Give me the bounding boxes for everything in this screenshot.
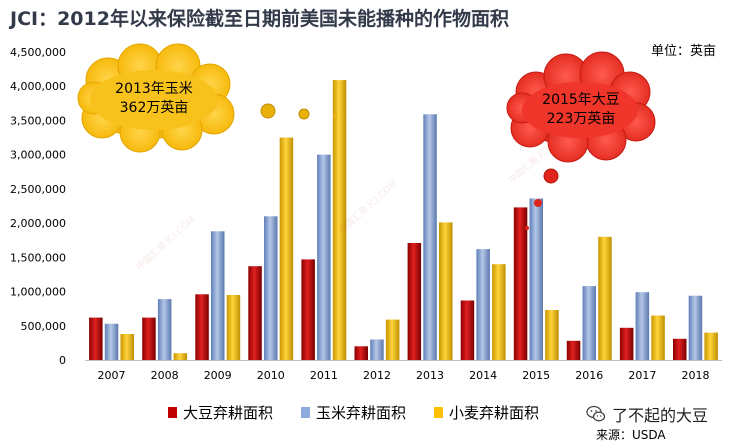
x-tick-label: 2014	[469, 369, 497, 382]
legend-swatch	[168, 407, 177, 418]
annotation-line2: 362万英亩	[120, 99, 189, 116]
bar-soybean-2012	[354, 346, 368, 360]
y-tick-label: 2,500,000	[10, 183, 66, 196]
bar-soybean-2008	[142, 317, 156, 360]
source-label: 来源：USDA	[596, 428, 666, 442]
bar-corn-2009	[211, 231, 225, 360]
bar-corn-2015	[529, 198, 543, 360]
bar-soybean-2011	[301, 259, 315, 360]
annotation-bubble	[534, 199, 542, 207]
bar-soybean-2014	[460, 300, 475, 360]
legend-swatch	[301, 407, 311, 418]
bar-wheat-2012	[385, 319, 400, 360]
wechat-icon	[586, 405, 606, 422]
x-tick-label: 2016	[575, 369, 603, 382]
bar-corn-2014	[476, 249, 490, 360]
annotation-line1: 2013年玉米	[115, 81, 193, 97]
x-tick-label: 2011	[310, 369, 338, 382]
bar-soybean-2009	[195, 294, 209, 360]
x-tick-label: 2018	[682, 369, 710, 382]
bar-soybean-2013	[407, 243, 422, 360]
legend-item-soybean: 大豆弃耕面积	[168, 402, 273, 423]
y-tick-label: 1,500,000	[10, 251, 66, 264]
legend-label: 玉米弃耕面积	[316, 404, 407, 422]
brand: 了不起的大豆	[586, 402, 708, 426]
y-tick-label: 0	[59, 354, 66, 367]
x-tick-label: 2007	[98, 369, 126, 382]
bar-soybean-2010	[248, 266, 262, 360]
x-axis: 2007 2008 2009 2010 2011 2012 2013 2014 2015 2016…	[98, 369, 710, 382]
x-tick-label: 2012	[363, 369, 391, 382]
bar-soybean-2016	[566, 340, 581, 360]
legend-swatch	[434, 407, 444, 418]
legend: 大豆弃耕面积 玉米弃耕面积 小麦弃耕面积	[168, 402, 539, 423]
brand-label: 了不起的大豆	[612, 406, 709, 425]
x-tick-label: 2010	[257, 369, 285, 382]
x-tick-label: 2013	[416, 369, 444, 382]
bar-wheat-2013	[439, 222, 453, 360]
bar-soybean-2017	[619, 327, 634, 360]
x-tick-label: 2015	[522, 369, 550, 382]
bar-corn-2018	[688, 295, 703, 360]
bar-series-group	[89, 80, 718, 360]
x-tick-label: 2009	[204, 369, 232, 382]
annotation-bubble	[543, 168, 559, 184]
bar-wheat-2008	[173, 353, 188, 360]
bar-wheat-2010	[279, 137, 294, 360]
bar-corn-2008	[157, 299, 172, 360]
chart-title: JCI：2012年以来保险截至日期前美国未能播种的作物面积	[10, 8, 509, 30]
annotation-bubble	[260, 103, 276, 119]
annotation-line1: 2015年大豆	[542, 92, 620, 108]
bar-corn-2013	[423, 114, 437, 360]
bar-corn-2011	[317, 154, 331, 360]
bar-wheat-2011	[332, 80, 347, 360]
legend-label: 大豆弃耕面积	[183, 404, 274, 422]
bar-corn-2017	[635, 292, 650, 360]
y-tick-label: 3,500,000	[10, 114, 66, 127]
bar-wheat-2007	[120, 334, 134, 360]
bar-wheat-2016	[598, 236, 612, 360]
y-tick-label: 4,000,000	[10, 80, 66, 93]
y-tick-label: 2,000,000	[10, 217, 66, 230]
annotation-line2: 223万英亩	[547, 110, 616, 127]
legend-label: 小麦弃耕面积	[449, 404, 540, 422]
y-tick-label: 4,500,000	[10, 46, 66, 59]
bar-wheat-2015	[545, 310, 559, 360]
bar-corn-2007	[104, 323, 119, 360]
bar-wheat-2014	[492, 264, 506, 360]
y-tick-label: 1,000,000	[10, 286, 66, 299]
y-tick-label: 3,000,000	[10, 149, 66, 162]
y-axis: 0 500,000 1,000,000 1,500,000 2,000,000 2,500…	[10, 46, 66, 367]
bar-soybean-2018	[673, 338, 687, 360]
legend-item-wheat: 小麦弃耕面积	[434, 402, 539, 423]
unit-label: 单位：英亩	[650, 44, 716, 59]
x-tick-label: 2008	[151, 369, 179, 382]
bar-wheat-2017	[651, 315, 665, 360]
bar-corn-2016	[582, 286, 596, 360]
bar-wheat-2018	[704, 332, 718, 360]
annotation-bubble	[298, 108, 310, 120]
annotation-bubble	[525, 226, 529, 230]
bar-soybean-2007	[89, 317, 103, 360]
annotation-bubble	[333, 115, 337, 119]
y-tick-label: 500,000	[21, 320, 67, 333]
annotation-cloud-2015-soybean: 2015年大豆 223万英亩	[506, 51, 656, 230]
bar-corn-2010	[264, 216, 278, 360]
x-tick-label: 2017	[628, 369, 656, 382]
bar-soybean-2015	[513, 207, 528, 360]
bar-corn-2012	[370, 339, 384, 360]
annotation-cloud-2013-corn: 2013年玉米 362万英亩	[77, 43, 337, 153]
legend-item-corn: 玉米弃耕面积	[301, 402, 406, 423]
bar-wheat-2009	[226, 295, 241, 360]
